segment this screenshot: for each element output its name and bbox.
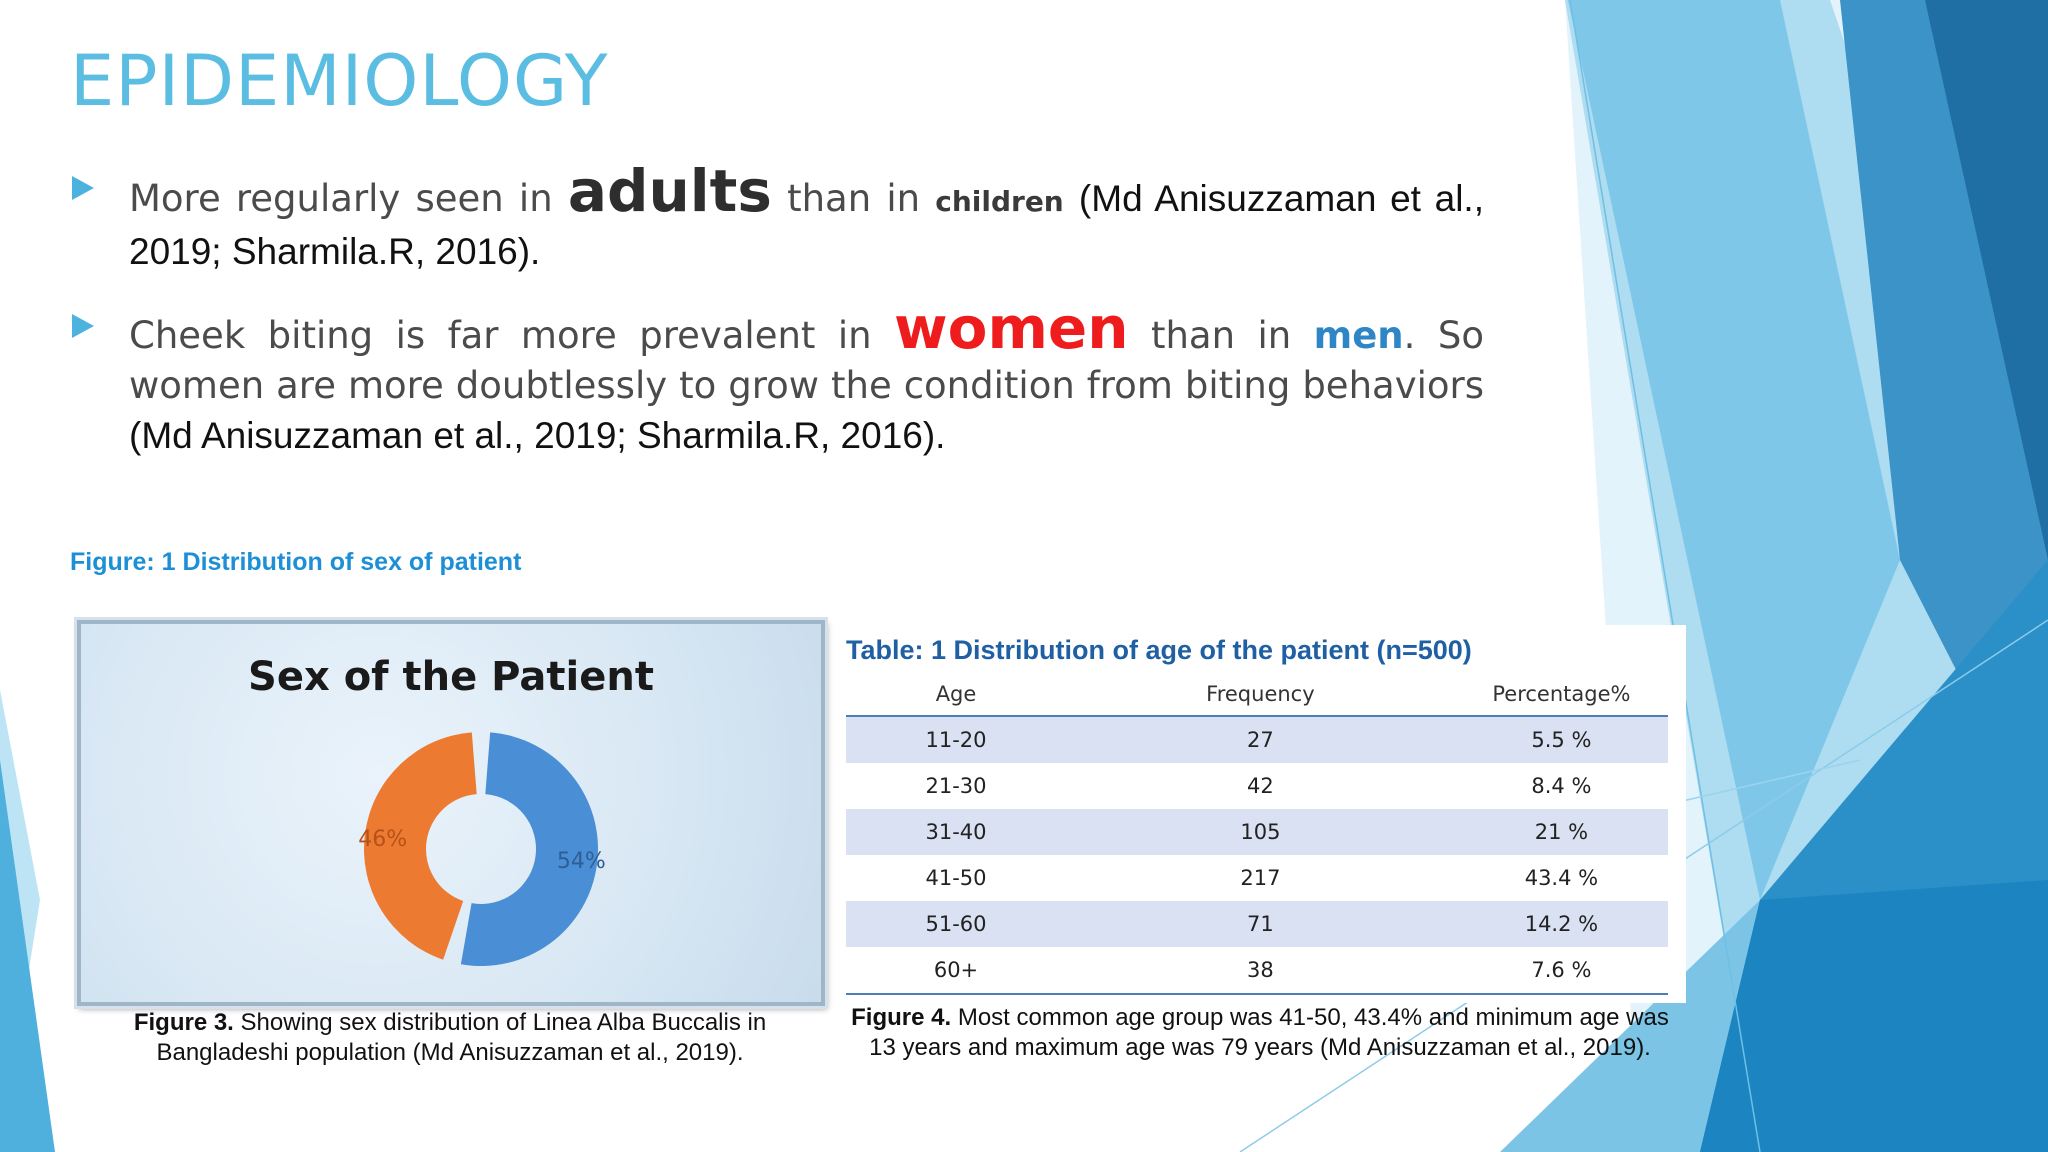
cell-frequency: 27 (1066, 716, 1455, 763)
header-frequency: Frequency (1066, 673, 1455, 717)
caption-text: Most common age group was 41-50, 43.4% a… (869, 1004, 1669, 1061)
bullet-adults-vs-children: More regularly seen in adults than in ch… (72, 162, 1484, 277)
table-row: 41-50 217 43.4 % (846, 855, 1668, 901)
cell-percentage: 7.6 % (1454, 947, 1668, 995)
cell-percentage: 5.5 % (1454, 716, 1668, 763)
age-distribution-table: Age Frequency Percentage% 11-20 27 5.5 %… (846, 673, 1668, 995)
slice-label: 54% (557, 849, 606, 874)
triangle-arrow-icon (72, 314, 94, 338)
text-segment: than in (771, 177, 936, 220)
text-segment: More regularly seen in (129, 177, 568, 220)
cell-age: 41-50 (925, 866, 987, 890)
caption-label: Figure 3. (133, 1009, 234, 1036)
text-segment (1064, 177, 1079, 220)
cell-frequency: 105 (1066, 809, 1455, 855)
cell-frequency: 71 (1066, 901, 1455, 947)
cell-frequency: 217 (1240, 866, 1281, 890)
figure-1-label: Figure: 1 Distribution of sex of patient (70, 548, 522, 576)
slide-title: EPIDEMIOLOGY (70, 40, 609, 122)
cell-percentage: 14.2 % (1454, 901, 1668, 947)
figure-4-caption: Figure 4. Most common age group was 41-5… (845, 1003, 1675, 1063)
bullet-women-vs-men: Cheek biting is far more prevalent in wo… (72, 299, 1484, 461)
table-title: Table: 1 Distribution of age of the pati… (846, 635, 1472, 665)
emphasis-children: children (935, 185, 1064, 218)
cell-percentage: 21 % (1454, 809, 1668, 855)
text-segment: than in (1128, 314, 1314, 357)
donut-slice (363, 732, 477, 960)
emphasis-women: women (894, 294, 1129, 362)
cell-percentage: 8.4 % (1531, 774, 1592, 798)
cell-age: 21-30 (925, 774, 987, 798)
table-row: 51-60 71 14.2 % (846, 901, 1668, 947)
cell-age: 11-20 (846, 716, 1066, 763)
caption-label: Figure 4. (851, 1004, 952, 1031)
header-percentage: Percentage% (1454, 673, 1668, 717)
text-segment: . So women are more doubtlessly to grow … (129, 314, 1484, 407)
table-row: 21-30 42 8.4 % (846, 763, 1668, 809)
emphasis-men: men (1313, 314, 1404, 357)
header-age: Age (846, 673, 1066, 717)
cell-frequency: 42 (1247, 774, 1274, 798)
cell-frequency: 38 (1066, 947, 1455, 995)
sex-donut-chart: Sex of the Patient 54% 46% (77, 620, 825, 1006)
chart-title: Sex of the Patient (248, 654, 654, 700)
slice-label: 46% (358, 827, 407, 852)
bullet-text: More regularly seen in adults than in ch… (129, 162, 1484, 277)
triangle-arrow-icon (72, 176, 94, 200)
caption-text: Showing sex distribution of Linea Alba B… (156, 1009, 767, 1066)
table-row: 60+ 38 7.6 % (846, 947, 1668, 995)
cell-age: 60+ (846, 947, 1066, 995)
donut-svg: 54% 46% (358, 732, 606, 966)
bullet-text: Cheek biting is far more prevalent in wo… (129, 299, 1484, 461)
cell-age: 51-60 (846, 901, 1066, 947)
emphasis-adults: adults (567, 157, 772, 225)
donut-slice (460, 732, 599, 966)
citation: (Md Anisuzzaman et al., 2019; Sharmila.R… (129, 415, 946, 456)
figure-3-caption: Figure 3. Showing sex distribution of Li… (90, 1008, 810, 1068)
citation: (Md Anisuzzaman et al., 2019; Sharmila.R… (129, 178, 1484, 272)
cell-percentage: 43.4 % (1524, 866, 1599, 890)
text-segment: Cheek biting is far more prevalent in (129, 314, 895, 357)
table-header-row: Age Frequency Percentage% (846, 673, 1668, 717)
age-table-panel: Table: 1 Distribution of age of the pati… (840, 625, 1686, 1003)
cell-age: 31-40 (846, 809, 1066, 855)
table-row: 31-40 105 21 % (846, 809, 1668, 855)
table-row: 11-20 27 5.5 % (846, 716, 1668, 763)
